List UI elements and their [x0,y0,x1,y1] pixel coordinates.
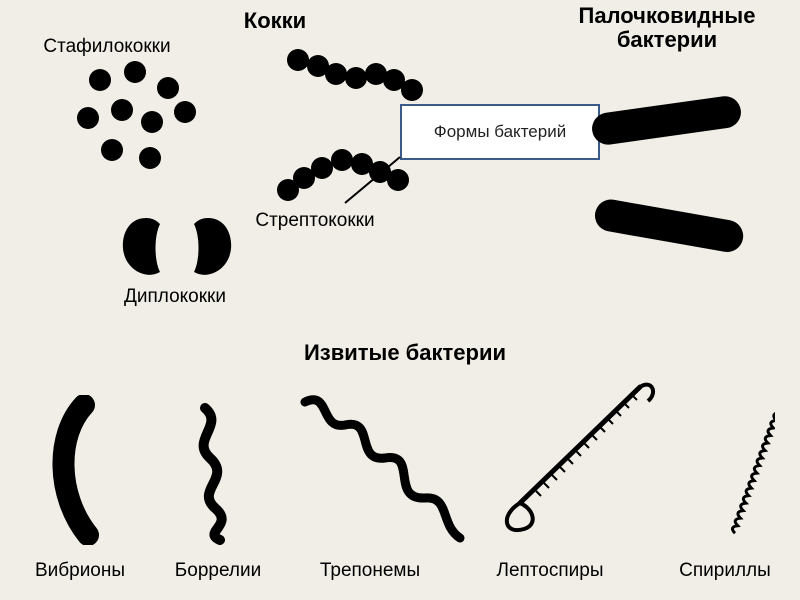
staphylococci-shape [70,55,210,180]
heading-cocci: Кокки [215,8,335,34]
label-borrelia: Боррелии [158,560,278,582]
label-streptococci: Стрептококки [230,210,400,232]
spirilla-shape [675,390,775,545]
label-spirilla: Спириллы [660,560,790,582]
treponema-shape [290,390,470,545]
label-diplococci: Диплококки [100,286,250,308]
heading-rods: Палочковидные бактерии [542,4,792,52]
streptococci-shape [275,45,435,210]
vibrio-shape [44,395,114,545]
heading-spiral: Извитые бактерии [280,340,530,366]
label-leptospira: Лептоспиры [475,560,625,582]
label-treponema: Трепонемы [300,560,440,582]
label-vibrio: Вибрионы [20,560,140,582]
leptospira-shape [490,375,660,545]
borrelia-shape [170,400,270,545]
diplococci-shape [118,210,236,285]
rod-bacteria-shape [570,85,780,255]
callout-text: Формы бактерий [434,122,566,142]
